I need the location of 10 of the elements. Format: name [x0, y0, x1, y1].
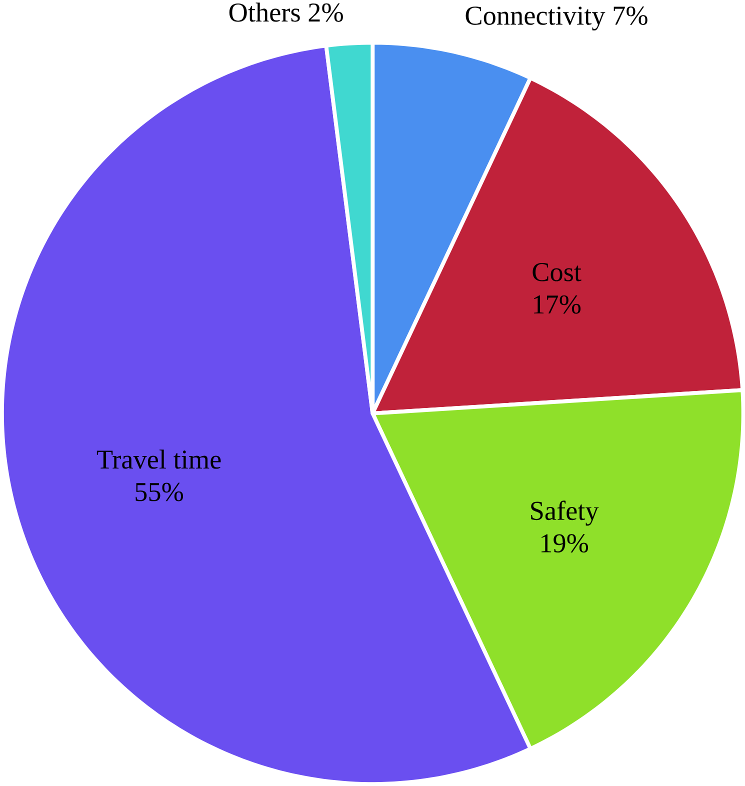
slice-label: Cost — [532, 263, 582, 282]
data-label: 2% — [308, 3, 343, 22]
slice-label: Connectivity — [466, 6, 606, 30]
slice-label: Safety — [531, 500, 599, 526]
slice-label: Others — [229, 2, 300, 22]
data-label: 7% — [614, 6, 648, 25]
data-label: 55% — [136, 482, 183, 502]
data-label: 17% — [534, 295, 580, 314]
data-label: 19% — [541, 534, 588, 553]
slice-label: Travel time — [96, 450, 221, 469]
